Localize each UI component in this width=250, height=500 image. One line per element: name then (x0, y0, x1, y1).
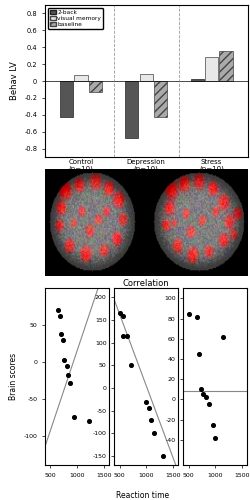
Point (118, 310, 122, 318)
Point (59, 330, 63, 338)
Point (148, 416, 152, 424)
Point (211, 420, 215, 428)
Point (68, 378, 72, 386)
Title: Correlation: Correlation (123, 278, 170, 287)
Point (129, 362, 133, 370)
Point (198, 350, 202, 358)
Point (61, 336, 65, 344)
Point (161, 452, 165, 460)
Point (56, 306, 60, 314)
Point (144, 398, 148, 406)
Bar (219, 52, 232, 81)
Point (214, 434, 218, 442)
Point (222, 333, 226, 341)
Point (206, 400, 210, 408)
Bar (74, 75, 88, 81)
Point (65, 362, 69, 370)
Point (62, 356, 66, 364)
Point (147, 404, 151, 412)
Bar (140, 74, 153, 81)
Y-axis label: Brain scores: Brain scores (9, 353, 18, 400)
Bar (205, 58, 218, 81)
Point (195, 312, 199, 320)
Point (66, 371, 70, 379)
Bar (125, 81, 138, 138)
Point (199, 386, 203, 394)
Point (204, 394, 208, 402)
Bar (60, 81, 73, 116)
Point (87, 417, 91, 425)
Bar (190, 80, 204, 81)
Point (201, 390, 205, 398)
Point (152, 430, 156, 438)
Bar (154, 81, 167, 116)
Point (125, 332, 129, 340)
Point (58, 312, 62, 320)
Text: Reaction time: Reaction time (116, 490, 169, 500)
Bar (89, 81, 102, 92)
Legend: 2-back, visual memory, baseline: 2-back, visual memory, baseline (48, 8, 103, 29)
Point (72, 413, 76, 421)
Point (121, 332, 125, 340)
Point (121, 312, 125, 320)
Y-axis label: Behav LV: Behav LV (10, 62, 19, 100)
Point (187, 310, 191, 318)
